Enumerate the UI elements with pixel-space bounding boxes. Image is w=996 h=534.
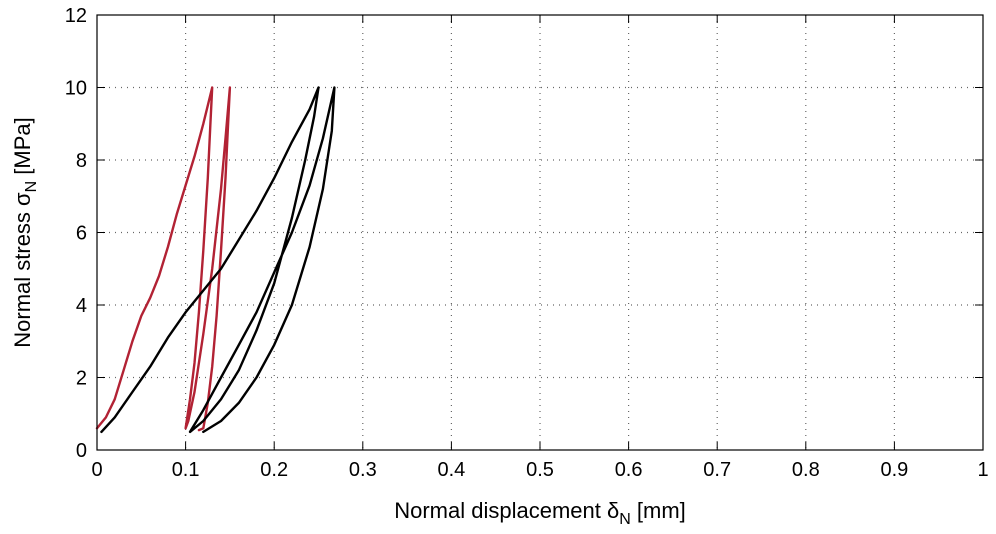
x-tick-label: 0.1 xyxy=(172,459,200,481)
x-tick-label: 0.4 xyxy=(437,459,465,481)
y-tick-label: 8 xyxy=(76,150,87,172)
y-axis-label: Normal stress σN [MPa] xyxy=(10,117,40,348)
y-tick-label: 2 xyxy=(76,368,87,390)
grid xyxy=(97,15,983,450)
x-tick-label: 0.3 xyxy=(349,459,377,481)
x-tick-label: 1 xyxy=(977,459,988,481)
y-tick-label: 10 xyxy=(65,78,87,100)
x-tick-label: 0.6 xyxy=(615,459,643,481)
x-tick-label: 0.5 xyxy=(526,459,554,481)
x-axis-label: Normal displacement δN [mm] xyxy=(394,498,686,528)
ticks xyxy=(96,14,984,451)
x-tick-label: 0.8 xyxy=(792,459,820,481)
series-line-2 xyxy=(100,86,336,434)
x-tick-label: 0.7 xyxy=(703,459,731,481)
y-tick-label: 6 xyxy=(76,223,87,245)
series-group xyxy=(95,86,336,434)
x-tick-label: 0 xyxy=(91,459,102,481)
y-tick-label: 0 xyxy=(76,440,87,462)
y-tick-label: 4 xyxy=(76,295,87,317)
y-tick-label: 12 xyxy=(65,5,87,27)
x-tick-label: 0.2 xyxy=(260,459,288,481)
x-tick-label: 0.9 xyxy=(880,459,908,481)
series-line-1 xyxy=(95,86,232,432)
